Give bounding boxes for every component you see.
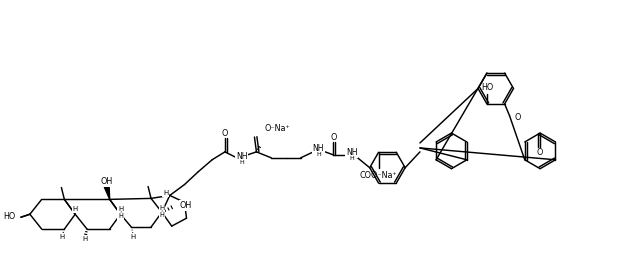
Text: OH: OH [180, 201, 192, 210]
Text: H: H [159, 205, 164, 211]
Text: H: H [72, 206, 78, 212]
Text: NH: NH [313, 144, 324, 153]
Polygon shape [104, 186, 109, 199]
Text: HO: HO [481, 83, 493, 92]
Text: H: H [83, 236, 88, 242]
Text: H: H [163, 191, 168, 196]
Text: O: O [515, 113, 521, 122]
Text: HO: HO [3, 212, 15, 221]
Text: COO⁻Na⁺: COO⁻Na⁺ [360, 171, 397, 179]
Text: OH: OH [100, 177, 113, 186]
Text: O⁻Na⁺: O⁻Na⁺ [264, 124, 290, 133]
Text: H: H [118, 206, 123, 212]
Text: O: O [221, 129, 228, 138]
Text: Ĥ: Ĥ [159, 212, 164, 219]
Text: H: H [239, 160, 244, 165]
Text: H: H [131, 234, 136, 240]
Text: H: H [60, 234, 65, 240]
Text: H: H [316, 152, 321, 157]
Text: H: H [349, 156, 355, 161]
Text: NH: NH [346, 148, 358, 157]
Text: O: O [537, 148, 543, 157]
Text: Ĥ: Ĥ [118, 213, 123, 219]
Text: NH: NH [236, 152, 248, 161]
Text: O: O [330, 132, 337, 142]
